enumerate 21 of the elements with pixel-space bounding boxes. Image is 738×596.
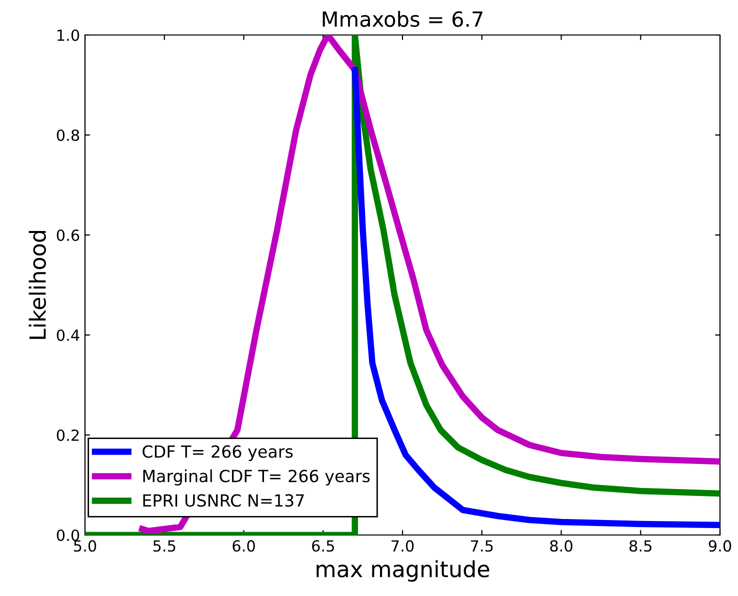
x-axis-title: max magnitude xyxy=(316,560,490,582)
x-tick-label: 7.0 xyxy=(392,540,414,552)
legend-label: CDF T= 266 years xyxy=(142,445,293,462)
x-tick-label: 5.5 xyxy=(153,540,176,552)
y-tick-label: 0.0 xyxy=(56,529,80,542)
chart-title: Mmaxobs = 6.7 xyxy=(322,10,482,27)
x-tick-label: 8.5 xyxy=(630,540,652,552)
x-tick-label: 8.0 xyxy=(550,540,572,552)
y-tick-label: 1.0 xyxy=(58,29,80,42)
y-tick-label: 0.4 xyxy=(56,329,80,342)
y-tick-label: 0.6 xyxy=(56,229,80,242)
legend-label: Marginal CDF T= 266 years xyxy=(143,469,370,486)
y-axis-title: Likelihood xyxy=(28,231,46,339)
legend-label: EPRI USNRC N=137 xyxy=(143,494,304,507)
y-tick-label: 0.2 xyxy=(56,429,79,442)
y-tick-label: 0.8 xyxy=(56,129,80,142)
x-tick-label: 6.0 xyxy=(232,540,255,552)
x-tick-label: 5.0 xyxy=(74,540,96,552)
x-tick-label: 7.5 xyxy=(470,540,493,552)
x-tick-label: 9.0 xyxy=(708,540,732,552)
x-tick-label: 6.5 xyxy=(312,540,334,552)
